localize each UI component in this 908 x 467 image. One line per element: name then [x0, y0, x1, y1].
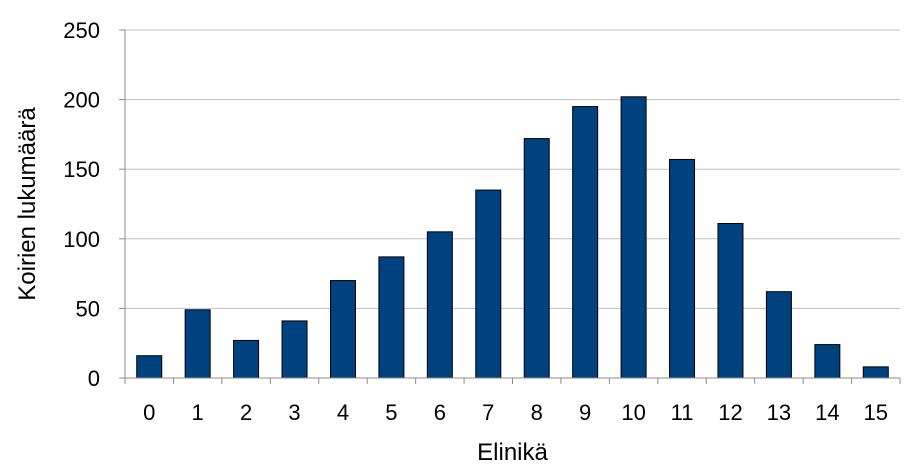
x-tick-label: 8 — [531, 400, 543, 425]
bar-7 — [475, 189, 502, 379]
bar-9 — [572, 106, 599, 379]
x-tick-label: 9 — [579, 400, 591, 425]
y-tick-label: 200 — [63, 88, 100, 113]
x-tick-label: 5 — [385, 400, 397, 425]
y-axis-title: Koirien lukumäärä — [14, 107, 41, 301]
x-tick-label: 10 — [621, 400, 645, 425]
gridlines — [125, 29, 900, 309]
y-tick-label: 150 — [63, 157, 100, 182]
x-tick-label: 11 — [671, 400, 694, 425]
y-tick-label: 250 — [63, 18, 100, 43]
x-tick-label: 14 — [815, 400, 839, 425]
x-tick-label: 13 — [767, 400, 791, 425]
x-tick-label: 4 — [337, 400, 349, 425]
bar-4 — [329, 280, 356, 379]
y-tick-labels: 0 50 100 150 200 250 — [63, 18, 100, 391]
x-tick-label: 3 — [288, 400, 300, 425]
bars — [136, 96, 889, 379]
x-tick-label: 1 — [192, 400, 204, 425]
y-tick-label: 50 — [76, 296, 100, 321]
bar-10 — [620, 96, 647, 379]
bar-8 — [523, 138, 550, 379]
x-tick-label: 2 — [240, 400, 252, 425]
x-tick-label: 15 — [864, 400, 888, 425]
bar-12 — [717, 222, 744, 379]
bar-1 — [184, 309, 211, 379]
bar-11 — [669, 158, 696, 379]
bar-13 — [765, 291, 792, 379]
y-tick-label: 100 — [63, 227, 100, 252]
x-tick-labels: 0 1 2 3 4 5 6 7 8 9 10 11 12 13 14 15 — [143, 400, 888, 425]
bar-2 — [233, 339, 260, 379]
x-axis-title: Elinikä — [477, 439, 548, 466]
x-tick-label: 12 — [718, 400, 742, 425]
y-tick-label: 0 — [88, 366, 100, 391]
bar-6 — [426, 231, 453, 379]
bar-0 — [136, 355, 163, 379]
bar-15 — [862, 366, 889, 379]
bar-5 — [378, 256, 405, 379]
x-tick-label: 7 — [482, 400, 494, 425]
bar-14 — [814, 344, 841, 379]
x-tick-label: 0 — [143, 400, 155, 425]
axes — [119, 29, 901, 384]
bar-3 — [281, 320, 308, 379]
x-tick-label: 6 — [434, 400, 446, 425]
